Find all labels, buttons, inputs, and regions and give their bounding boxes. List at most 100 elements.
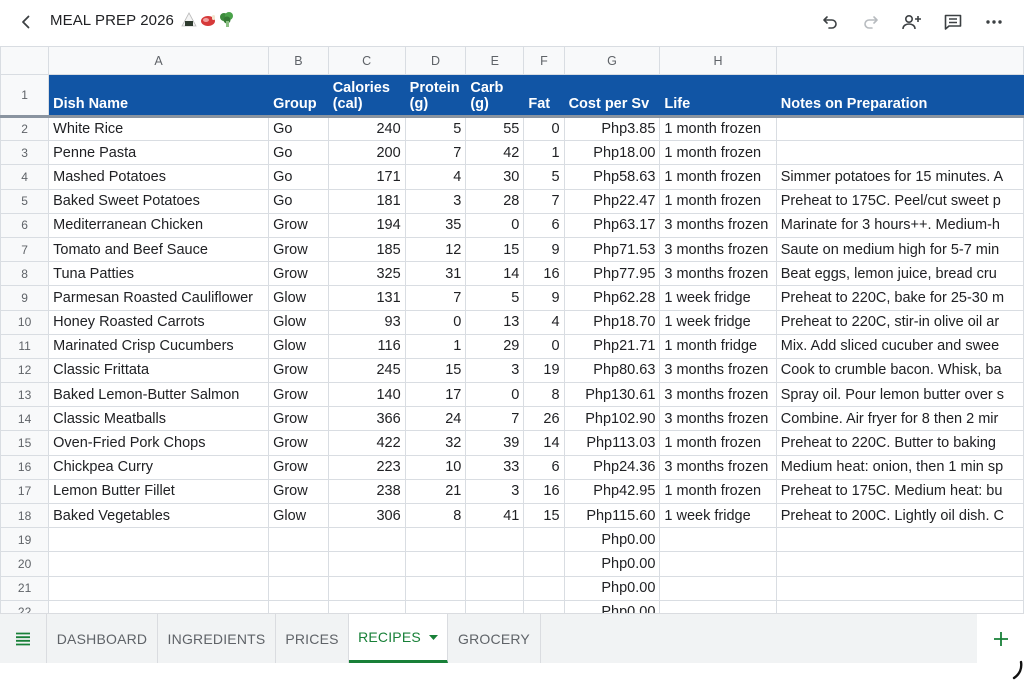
cell-protein[interactable]: 12: [404, 236, 467, 263]
tab-recipes[interactable]: RECIPES: [349, 614, 448, 663]
cell-fat[interactable]: 0: [523, 115, 565, 142]
cell-notes[interactable]: [775, 551, 1024, 577]
header-group[interactable]: Group: [268, 74, 329, 118]
column-header-d[interactable]: D: [404, 46, 467, 75]
row-number[interactable]: 16: [0, 454, 50, 480]
cell-group[interactable]: Glow: [268, 309, 329, 335]
cell-notes[interactable]: Spray oil. Pour lemon butter over s: [775, 382, 1024, 408]
cell-dish-name[interactable]: Classic Frittata: [48, 357, 270, 384]
cell-dish-name[interactable]: Baked Lemon-Butter Salmon: [48, 382, 270, 408]
row-number[interactable]: 3: [0, 140, 50, 166]
cell-dish-name[interactable]: White Rice: [48, 115, 270, 142]
cell-carb[interactable]: 28: [465, 188, 525, 214]
cell-cost-per-sv[interactable]: Php62.28: [563, 285, 661, 311]
cell-life[interactable]: 1 week fridge: [659, 309, 777, 335]
cell-dish-name[interactable]: Mediterranean Chicken: [48, 212, 270, 238]
cell-cost-per-sv[interactable]: Php115.60: [563, 502, 661, 529]
cell-notes[interactable]: [775, 599, 1024, 613]
cell-cost-per-sv[interactable]: Php58.63: [563, 164, 661, 190]
cell-carb[interactable]: 7: [465, 406, 525, 432]
cell-carb[interactable]: [465, 527, 525, 553]
row-number[interactable]: 1: [0, 74, 50, 118]
cell-fat[interactable]: 0: [523, 333, 565, 359]
cell-notes[interactable]: [775, 140, 1024, 166]
row-number[interactable]: 10: [0, 309, 50, 335]
cell-group[interactable]: Grow: [268, 406, 329, 432]
tab-grocery[interactable]: GROCERY: [448, 614, 541, 663]
cell-notes[interactable]: Saute on medium high for 5-7 min: [775, 236, 1024, 263]
cell-cost-per-sv[interactable]: Php24.36: [563, 454, 661, 480]
cell-dish-name[interactable]: Lemon Butter Fillet: [48, 478, 270, 505]
cell-protein[interactable]: 8: [404, 502, 467, 529]
cell-protein[interactable]: [404, 551, 467, 577]
cell-group[interactable]: Grow: [268, 212, 329, 238]
cell-cost-per-sv[interactable]: Php0.00: [563, 599, 661, 613]
cell-group[interactable]: [268, 551, 329, 577]
cell-fat[interactable]: 15: [523, 502, 565, 529]
header-dish-name[interactable]: Dish Name: [48, 74, 270, 118]
row-number[interactable]: 15: [0, 430, 50, 456]
select-all-corner[interactable]: [0, 46, 50, 75]
cell-protein[interactable]: 7: [404, 140, 467, 166]
cell-calories[interactable]: 325: [327, 261, 406, 287]
column-header-h[interactable]: H: [659, 46, 777, 75]
cell-fat[interactable]: 4: [523, 309, 565, 335]
cell-calories[interactable]: 181: [327, 188, 406, 214]
header-cost-per-sv[interactable]: Cost per Sv: [563, 74, 661, 118]
row-number[interactable]: 5: [0, 188, 50, 214]
row-number[interactable]: 20: [0, 551, 50, 577]
cell-group[interactable]: Grow: [268, 236, 329, 263]
cell-fat[interactable]: 9: [523, 236, 565, 263]
cell-carb[interactable]: 14: [465, 261, 525, 287]
cell-life[interactable]: 1 month frozen: [659, 430, 777, 456]
cell-carb[interactable]: 42: [465, 140, 525, 166]
cell-cost-per-sv[interactable]: Php3.85: [563, 115, 661, 142]
row-number[interactable]: 2: [0, 115, 50, 142]
cell-life[interactable]: 3 months frozen: [659, 406, 777, 432]
all-sheets-menu-icon[interactable]: [0, 614, 47, 663]
cell-notes[interactable]: Medium heat: onion, then 1 min sp: [775, 454, 1024, 480]
cell-carb[interactable]: [465, 575, 525, 601]
sheet-grid[interactable]: A B C D E F G H 1 Dish Name Group Calori…: [0, 46, 1024, 613]
cell-group[interactable]: Go: [268, 164, 329, 190]
cell-dish-name[interactable]: [48, 599, 270, 613]
tab-prices[interactable]: PRICES: [276, 614, 349, 663]
cell-protein[interactable]: 5: [404, 115, 467, 142]
cell-protein[interactable]: 35: [404, 212, 467, 238]
cell-dish-name[interactable]: Oven-Fried Pork Chops: [48, 430, 270, 456]
row-number[interactable]: 7: [0, 236, 50, 263]
cell-life[interactable]: 3 months frozen: [659, 454, 777, 480]
cell-fat[interactable]: [523, 575, 565, 601]
cell-life[interactable]: 3 months frozen: [659, 236, 777, 263]
cell-cost-per-sv[interactable]: Php63.17: [563, 212, 661, 238]
cell-dish-name[interactable]: Classic Meatballs: [48, 406, 270, 432]
cell-group[interactable]: Glow: [268, 285, 329, 311]
cell-calories[interactable]: [327, 527, 406, 553]
cell-calories[interactable]: 422: [327, 430, 406, 456]
cell-notes[interactable]: Simmer potatoes for 15 minutes. A: [775, 164, 1024, 190]
row-number[interactable]: 22: [0, 599, 50, 613]
cell-protein[interactable]: 4: [404, 164, 467, 190]
cell-protein[interactable]: 24: [404, 406, 467, 432]
row-number[interactable]: 17: [0, 478, 50, 505]
cell-protein[interactable]: [404, 599, 467, 613]
cell-fat[interactable]: [523, 551, 565, 577]
cell-group[interactable]: Go: [268, 188, 329, 214]
tab-dashboard[interactable]: DASHBOARD: [47, 614, 158, 663]
cell-group[interactable]: [268, 527, 329, 553]
cell-cost-per-sv[interactable]: Php80.63: [563, 357, 661, 384]
cell-calories[interactable]: 245: [327, 357, 406, 384]
cell-dish-name[interactable]: [48, 575, 270, 601]
cell-fat[interactable]: 5: [523, 164, 565, 190]
more-icon[interactable]: [973, 6, 1014, 38]
cell-carb[interactable]: 0: [465, 212, 525, 238]
cell-life[interactable]: [659, 599, 777, 613]
cell-life[interactable]: 1 month frozen: [659, 478, 777, 505]
cell-group[interactable]: Grow: [268, 430, 329, 456]
cell-carb[interactable]: 39: [465, 430, 525, 456]
cell-calories[interactable]: 93: [327, 309, 406, 335]
cell-carb[interactable]: 5: [465, 285, 525, 311]
cell-carb[interactable]: 0: [465, 382, 525, 408]
cell-fat[interactable]: 14: [523, 430, 565, 456]
undo-icon[interactable]: [809, 6, 850, 38]
